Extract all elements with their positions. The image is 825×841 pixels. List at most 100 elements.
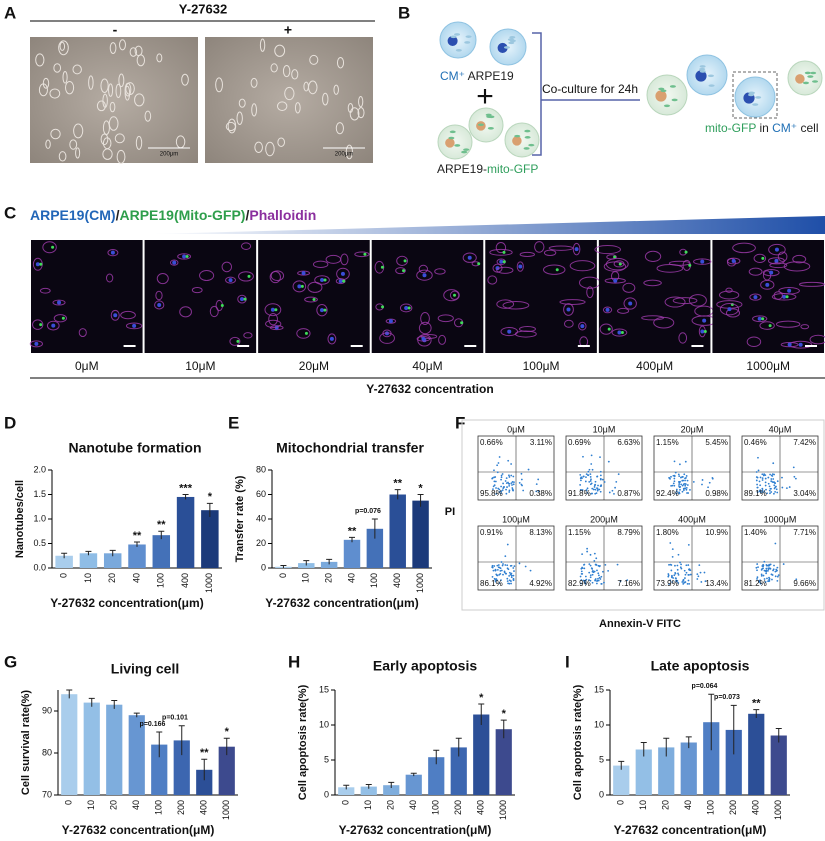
event [686, 479, 689, 482]
x-tick-label: 20 [107, 573, 117, 583]
event [673, 477, 676, 480]
cm-dot [270, 307, 275, 312]
stained-cell [768, 243, 786, 256]
y-tick-label: 60 [256, 489, 266, 499]
stained-cell [726, 257, 741, 265]
gradient-wedge [150, 216, 825, 234]
event [678, 492, 680, 494]
event [678, 475, 681, 478]
stained-cell [572, 242, 581, 256]
panel-letter: B [398, 3, 410, 22]
cm-dot [507, 329, 512, 334]
error-bar [178, 725, 185, 756]
stained-cell [688, 294, 707, 307]
event [585, 489, 588, 492]
nucleus [445, 138, 455, 148]
event [761, 479, 764, 481]
gfp-dot [703, 329, 707, 333]
y-tick-label: 5 [599, 754, 604, 764]
bar [383, 785, 400, 795]
event [760, 573, 763, 576]
stained-cell [798, 281, 825, 287]
event [680, 563, 682, 566]
event [678, 480, 680, 483]
gfp-dot [402, 269, 406, 273]
gfp-dot [304, 331, 308, 335]
bar [218, 746, 235, 795]
cell-shape [156, 53, 163, 63]
significance: p=0.076 [355, 508, 381, 515]
event [493, 469, 495, 472]
event [670, 475, 672, 478]
nucleus [447, 35, 458, 46]
plus-sign: + [476, 80, 494, 113]
nucleus [512, 136, 522, 146]
event [687, 574, 690, 576]
cm-dot [731, 258, 736, 263]
event [773, 564, 775, 567]
error-bar [618, 760, 625, 770]
mito [699, 70, 706, 73]
mito [524, 129, 531, 133]
stained-cell [270, 270, 285, 282]
event [781, 476, 783, 479]
event [671, 548, 674, 550]
gfp-dot [407, 306, 411, 310]
x-tick-label: 1000 [498, 800, 508, 820]
bracket [532, 32, 542, 156]
result-label: mito-GFP in CM⁺ cell [705, 121, 818, 135]
event [512, 578, 515, 581]
x-axis-label: Y-27632 concentration(μm) [265, 596, 418, 610]
mito [465, 35, 472, 38]
stained-cell [240, 242, 252, 250]
error-bar [388, 781, 395, 788]
mito [509, 36, 516, 39]
cm-dot [757, 316, 762, 321]
event [591, 573, 594, 576]
event [510, 576, 513, 579]
stained-cell [416, 336, 431, 342]
bar [495, 729, 512, 795]
bar [128, 544, 146, 568]
cm-dot [132, 323, 137, 328]
event [681, 484, 684, 487]
bar [79, 553, 98, 568]
event [535, 483, 538, 486]
event [763, 490, 766, 493]
event [591, 487, 594, 490]
x-tick-label: 0 [64, 800, 74, 805]
gfp-dot [761, 317, 765, 321]
concentration-label: 10μM [185, 359, 215, 373]
significance: * [208, 491, 213, 503]
event [579, 473, 582, 476]
event [697, 575, 700, 578]
event [759, 490, 761, 493]
cell-shape [215, 77, 223, 93]
event [615, 481, 618, 483]
x-tick-label: 20 [386, 800, 396, 810]
concentration-label: 0μM [75, 359, 99, 373]
cm-dot [499, 259, 504, 264]
event [611, 489, 614, 492]
cell-shape [136, 54, 146, 67]
significance: ** [393, 478, 402, 490]
event [775, 570, 778, 572]
x-tick-label: 400 [751, 800, 761, 815]
concentration-label: 1000μM [746, 359, 790, 373]
mito [671, 98, 678, 102]
bar [389, 494, 406, 568]
stained-cell [296, 328, 311, 339]
event [527, 468, 530, 471]
cell-shape [270, 63, 278, 73]
error-bar [280, 565, 287, 568]
event [603, 581, 605, 584]
significance: p=0.073 [714, 694, 740, 701]
event [502, 563, 504, 565]
y-tick-label: 2.0 [33, 464, 46, 474]
x-axis-label: Y-27632 concentration(μM) [339, 823, 492, 837]
cm-dot [753, 295, 758, 300]
stained-cell [385, 318, 397, 324]
event [580, 476, 583, 479]
cm-dot [605, 307, 610, 312]
cm-dot [787, 288, 792, 293]
